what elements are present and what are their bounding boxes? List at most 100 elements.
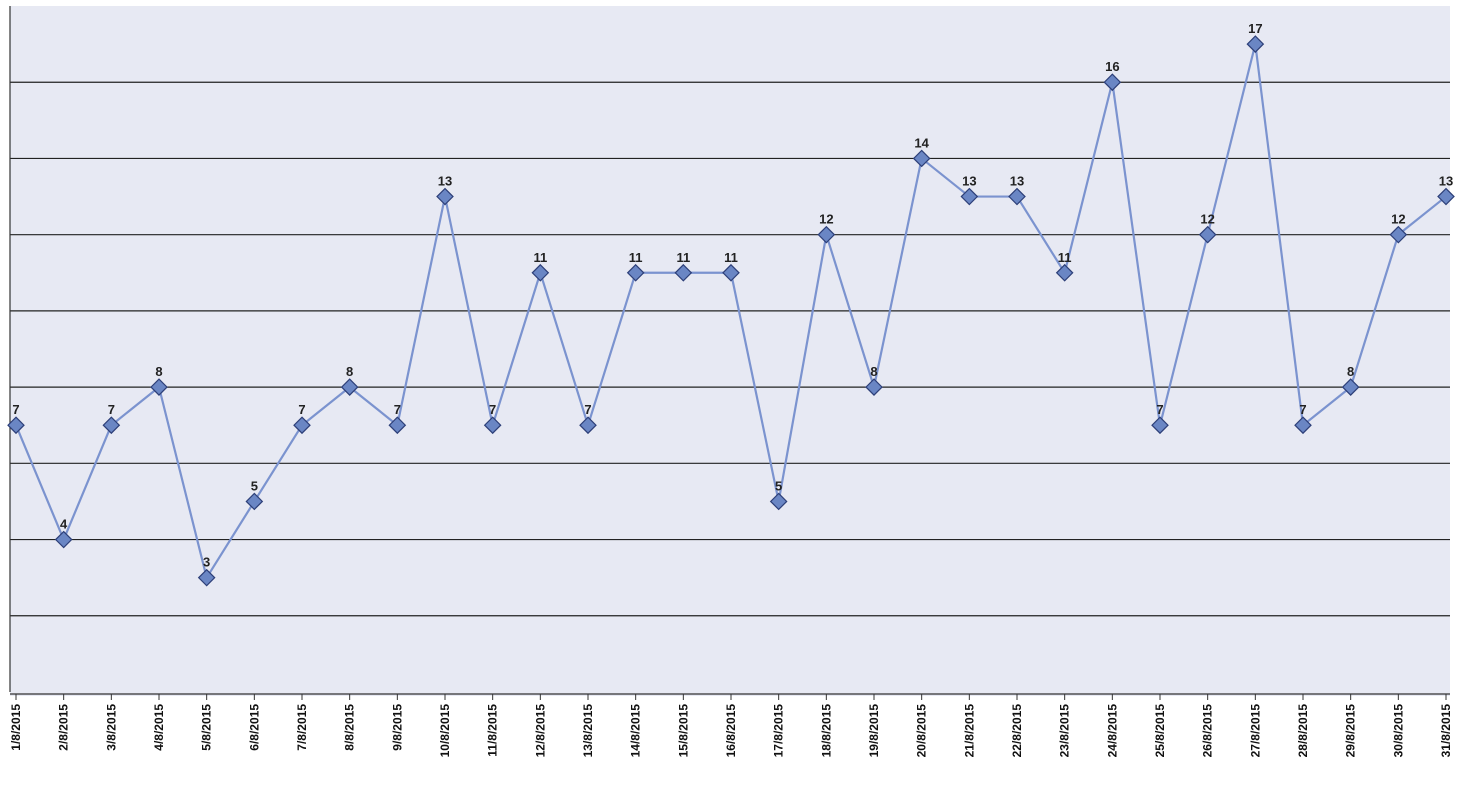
data-label: 17: [1248, 21, 1262, 36]
x-tick-label: 30/8/2015: [1391, 704, 1405, 758]
data-point: [1246, 35, 1265, 53]
x-tick-label: 29/8/2015: [1344, 704, 1358, 758]
x-tick-label: 31/8/2015: [1439, 704, 1453, 758]
data-point: [626, 263, 645, 282]
data-label: 13: [1439, 174, 1453, 189]
x-tick-label: 22/8/2015: [1010, 704, 1024, 758]
data-label: 11: [629, 250, 643, 265]
data-point: [388, 416, 407, 435]
data-point: [1008, 187, 1026, 206]
data-label: 7: [1299, 402, 1306, 417]
x-tick-label: 16/8/2015: [724, 704, 738, 758]
data-label: 11: [676, 250, 690, 265]
data-point: [102, 416, 121, 435]
data-label: 8: [870, 364, 877, 379]
data-point: [436, 187, 454, 206]
data-label: 7: [12, 402, 19, 417]
data-label: 5: [251, 478, 258, 493]
x-tick-label: 1/8/2015: [9, 704, 23, 751]
data-label: 11: [1058, 250, 1072, 265]
data-point: [674, 263, 693, 282]
data-label: 11: [724, 250, 738, 265]
data-label: 16: [1105, 59, 1119, 74]
data-point: [1294, 416, 1312, 435]
data-point: [340, 378, 359, 396]
x-tick-labels: 1/8/2015 2/8/2015 3/8/2015 4/8/2015 5/8/2015…: [9, 694, 1453, 757]
axes: [9, 6, 1450, 695]
data-label: 7: [394, 402, 401, 417]
data-label: 12: [1200, 212, 1214, 227]
gridlines: [10, 81, 1450, 617]
x-tick-label: 19/8/2015: [867, 704, 881, 758]
data-point: [1389, 225, 1408, 244]
data-point: [197, 568, 216, 587]
data-point: [531, 263, 550, 282]
data-label: 14: [914, 135, 929, 150]
x-tick-label: 8/8/2015: [343, 704, 357, 751]
x-tick-label: 26/8/2015: [1201, 704, 1215, 758]
x-tick-label: 5/8/2015: [200, 704, 214, 751]
data-point: [769, 492, 788, 511]
data-label: 8: [346, 364, 353, 379]
data-label: 13: [438, 174, 452, 189]
data-label: 7: [108, 402, 115, 417]
data-labels: 7 4 7 8 3 5 7 8 7 13 7 11 7 11 11 11 5 12 8 14 13 13 11 16 7 12 17…: [12, 21, 1453, 570]
data-label: 13: [962, 174, 976, 189]
data-point: [865, 378, 883, 396]
data-point: [960, 187, 979, 206]
data-point: [7, 416, 25, 435]
x-tick-label: 14/8/2015: [629, 704, 643, 758]
data-label: 8: [1347, 364, 1354, 379]
data-label: 7: [298, 402, 305, 417]
data-point: [1437, 187, 1455, 206]
data-point: [54, 530, 73, 549]
data-point: [293, 416, 311, 435]
data-point: [1341, 378, 1360, 396]
x-tick-label: 3/8/2015: [104, 704, 118, 751]
x-tick-label: 21/8/2015: [962, 704, 976, 758]
x-tick-label: 12/8/2015: [533, 704, 547, 758]
x-tick-label: 9/8/2015: [390, 704, 404, 751]
data-point: [912, 149, 931, 168]
data-label: 3: [203, 555, 210, 570]
data-label: 12: [819, 212, 833, 227]
x-tick-label: 2/8/2015: [57, 704, 71, 751]
data-point: [483, 416, 502, 435]
x-tick-label: 13/8/2015: [581, 704, 595, 758]
data-markers: [7, 35, 1455, 587]
data-label: 13: [1010, 174, 1024, 189]
x-tick-label: 24/8/2015: [1105, 704, 1119, 758]
data-label: 7: [1156, 402, 1163, 417]
data-point: [150, 378, 168, 396]
x-tick-label: 25/8/2015: [1153, 704, 1167, 758]
x-tick-label: 17/8/2015: [772, 704, 786, 758]
x-tick-label: 7/8/2015: [295, 704, 309, 751]
data-point: [1103, 73, 1122, 92]
plot-area: [10, 6, 1450, 696]
data-point: [579, 416, 597, 435]
data-label: 7: [489, 402, 496, 417]
data-point: [722, 263, 740, 282]
data-point: [1198, 225, 1217, 244]
x-tick-label: 4/8/2015: [152, 704, 166, 751]
data-label: 4: [60, 517, 68, 532]
x-tick-label: 15/8/2015: [676, 704, 690, 758]
data-label: 12: [1391, 212, 1405, 227]
x-tick-label: 23/8/2015: [1058, 704, 1072, 758]
x-tick-label: 28/8/2015: [1296, 704, 1310, 758]
x-tick-label: 27/8/2015: [1248, 704, 1262, 758]
data-point: [245, 492, 264, 511]
x-tick-label: 18/8/2015: [819, 704, 833, 758]
data-label: 7: [584, 402, 591, 417]
data-point: [1151, 416, 1169, 435]
x-tick-label: 20/8/2015: [915, 704, 929, 758]
x-tick-label: 11/8/2015: [486, 704, 500, 757]
data-label: 8: [155, 364, 162, 379]
data-label: 5: [775, 478, 782, 493]
x-tick-label: 10/8/2015: [438, 704, 452, 758]
data-point: [1055, 263, 1074, 282]
data-point: [817, 225, 836, 244]
data-label: 11: [533, 250, 547, 265]
x-tick-label: 6/8/2015: [247, 704, 261, 751]
